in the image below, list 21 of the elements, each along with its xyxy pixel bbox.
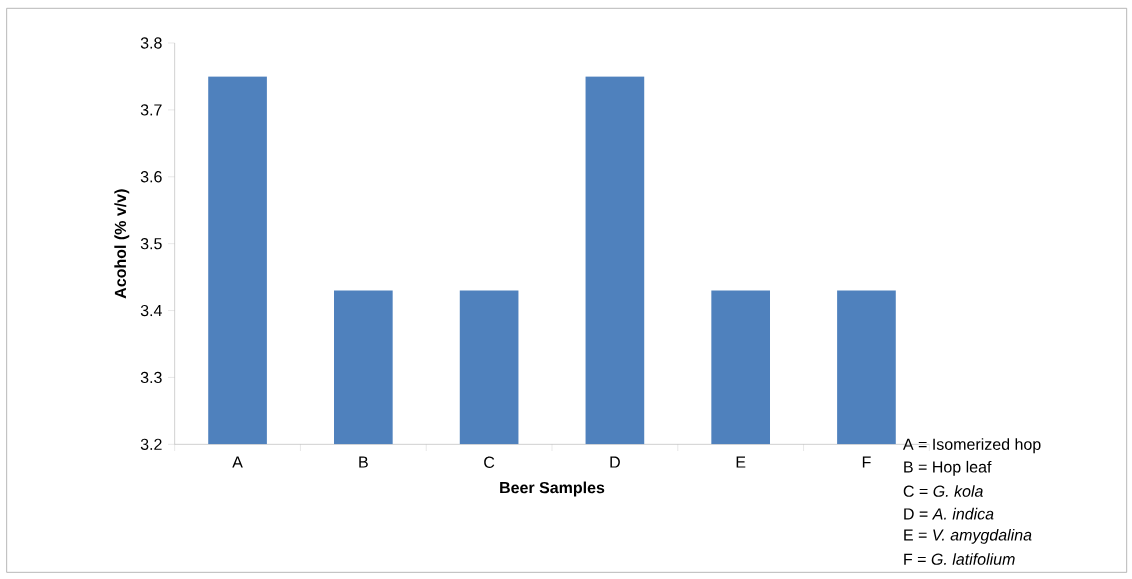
y-axis-title: Acohol (% v/v) — [114, 189, 130, 299]
y-tick-label: 3.3 — [140, 371, 162, 384]
y-tick-label: 3.4 — [140, 304, 162, 317]
text: B = Hop leaf — [904, 460, 992, 476]
y-tick-label: 3.5 — [140, 238, 162, 250]
x-tick-label: A — [232, 456, 243, 468]
text: F = G. latifolium — [904, 553, 1015, 565]
y-tick-label: 3.6 — [140, 171, 162, 183]
y-tick-label: 3.8 — [140, 37, 162, 49]
text: E = V. amygdalina — [904, 528, 1032, 544]
x-axis-title: Beer Samples — [500, 481, 605, 497]
x-tick-label: E — [736, 456, 746, 468]
annotation: A = Isomerized hop — [902, 438, 1041, 454]
x-tick-label: D — [610, 456, 620, 468]
y-tick-label: 3.7 — [140, 104, 162, 116]
x-tick-label: B — [359, 456, 368, 468]
text: C = G. kola — [903, 485, 983, 497]
x-tick-label: F — [862, 456, 871, 468]
text: D = A. indica — [904, 507, 994, 520]
x-tick-label: C — [484, 456, 495, 468]
y-tick-label: 3.2 — [140, 438, 162, 450]
